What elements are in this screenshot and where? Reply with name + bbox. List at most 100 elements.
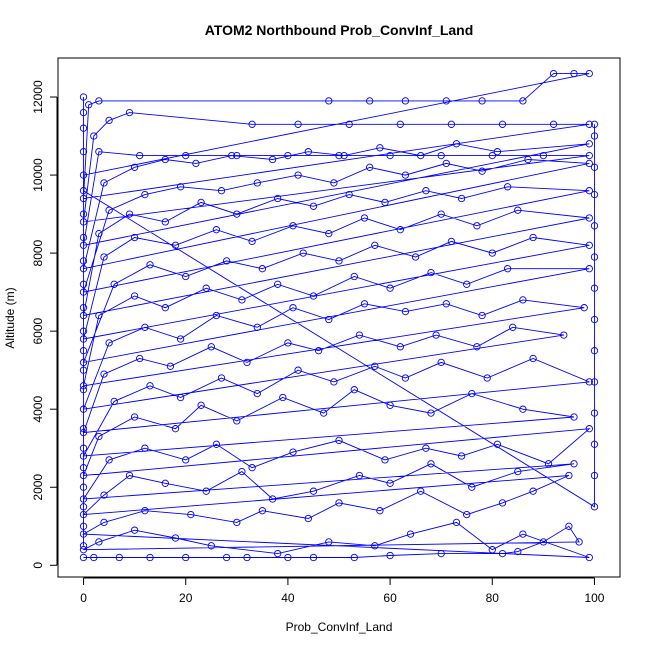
data-point (590, 378, 599, 386)
data-point (79, 194, 88, 203)
data-point (498, 549, 507, 558)
data-point (212, 440, 221, 448)
data-point (141, 444, 149, 452)
data-point (478, 97, 486, 105)
data-point (565, 522, 573, 530)
data-point (320, 409, 328, 417)
data-point (360, 214, 369, 222)
data-point (304, 148, 312, 156)
plot-frame (57, 57, 621, 578)
data-point (539, 538, 548, 546)
data-point (182, 553, 190, 562)
x-tick-label: 60 (383, 591, 397, 605)
data-point (585, 425, 593, 433)
data-point (79, 171, 88, 179)
data-point (79, 93, 88, 101)
data-point (350, 272, 358, 281)
data-point (590, 190, 599, 199)
data-point (447, 237, 456, 246)
data-point (335, 257, 343, 265)
data-point (243, 358, 251, 367)
data-point (514, 547, 522, 556)
data-point (79, 366, 88, 374)
data-point (401, 171, 410, 179)
data-point (590, 440, 599, 448)
data-point (585, 151, 593, 160)
data-point (233, 151, 241, 160)
data-point (136, 151, 144, 160)
data-point (233, 518, 241, 527)
data-point (79, 265, 88, 273)
data-point (228, 151, 236, 160)
data-point (463, 510, 471, 519)
data-point (161, 155, 169, 164)
data-point (442, 300, 450, 308)
data-point (590, 503, 599, 511)
data-point (529, 487, 537, 495)
data-point (442, 97, 450, 105)
x-tick-label: 20 (179, 591, 193, 605)
data-point (79, 311, 88, 320)
data-point (95, 311, 103, 320)
data-point (366, 97, 374, 105)
data-point (79, 233, 88, 242)
data-point (79, 510, 88, 519)
data-point (79, 304, 88, 312)
data-point (335, 499, 343, 507)
data-point (570, 413, 578, 421)
data-point (478, 167, 486, 175)
data-point (488, 249, 496, 257)
data-point (79, 428, 88, 437)
data-point (483, 374, 491, 382)
data-point (325, 97, 333, 105)
data-point (514, 206, 522, 214)
data-point (182, 272, 190, 281)
data-point (590, 163, 599, 171)
data-point (258, 507, 267, 515)
data-point (105, 339, 113, 347)
data-point (519, 530, 527, 538)
data-point (585, 265, 593, 273)
data-point (79, 358, 88, 367)
data-point (509, 323, 517, 331)
data-point (95, 97, 103, 105)
data-point (386, 401, 394, 409)
data-point (141, 507, 149, 515)
data-point (585, 120, 593, 128)
data-point (79, 347, 88, 355)
x-tick-label: 40 (281, 591, 295, 605)
data-point (100, 253, 108, 261)
data-point (381, 198, 389, 207)
data-point (130, 292, 139, 300)
data-point (560, 331, 568, 339)
y-tick-label: 6000 (31, 317, 45, 344)
data-point (79, 546, 88, 554)
data-point (100, 518, 108, 527)
data-point (396, 343, 404, 351)
data-point (202, 487, 210, 495)
data-point (330, 179, 338, 187)
data-point (585, 187, 593, 195)
data-point (274, 549, 282, 558)
data-point (417, 487, 425, 495)
data-point (330, 378, 338, 386)
data-point (294, 171, 302, 179)
data-point (90, 132, 98, 140)
data-point (161, 304, 169, 312)
data-point (309, 553, 318, 562)
y-tick-label: 4000 (31, 396, 45, 423)
data-point (136, 354, 144, 363)
data-point (401, 97, 410, 105)
y-tick-label: 10000 (31, 158, 45, 192)
data-point (309, 202, 318, 210)
data-point (79, 124, 88, 132)
data-point (176, 183, 185, 191)
data-point (437, 549, 445, 558)
data-point (171, 425, 180, 433)
data-point (335, 151, 343, 160)
data-point (580, 304, 588, 312)
data-point (258, 265, 267, 273)
data-point (166, 362, 175, 370)
